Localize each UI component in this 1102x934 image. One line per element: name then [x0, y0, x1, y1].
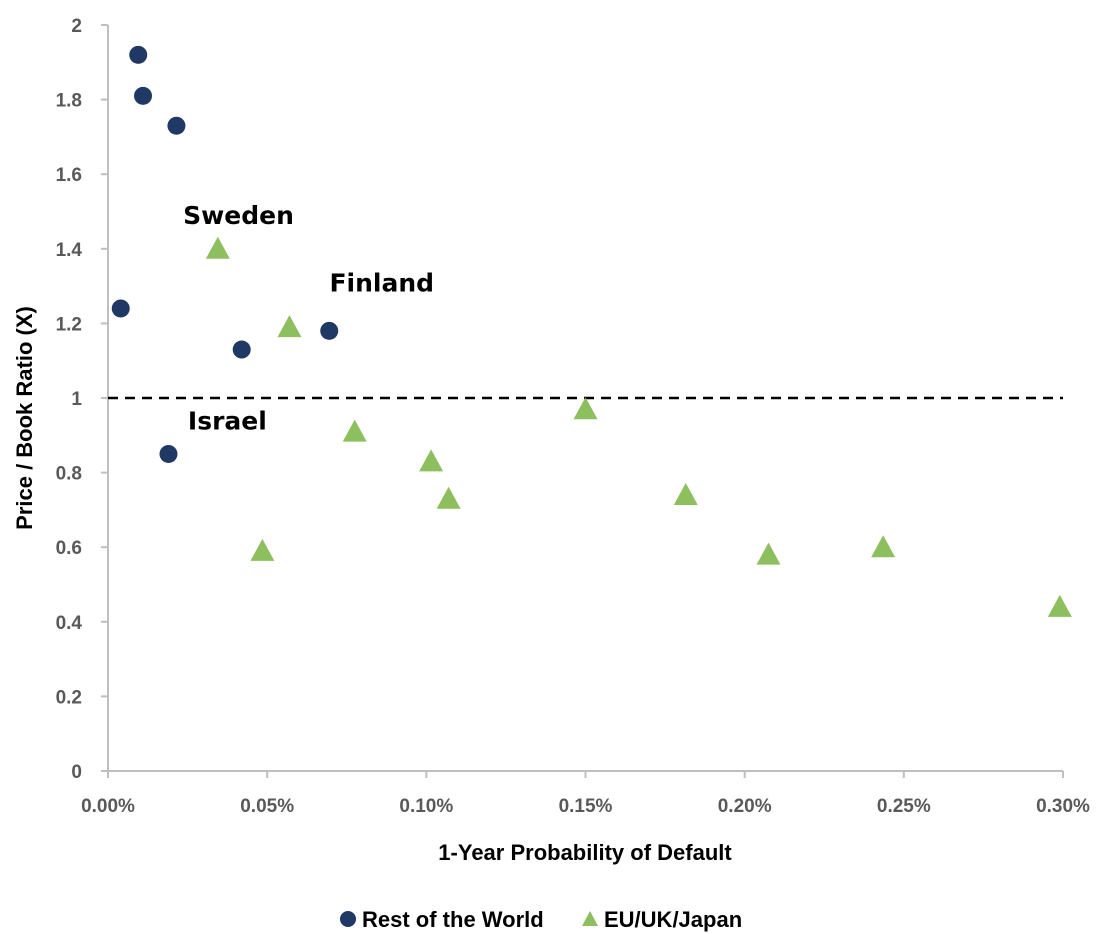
legend-marker-eu-uk-japan [582, 911, 598, 926]
data-point-triangle [205, 236, 230, 259]
data-point-triangle [419, 449, 444, 472]
data-point-triangle [277, 315, 302, 338]
data-point-circle [320, 321, 339, 340]
data-points [111, 45, 1072, 617]
y-tick-label: 1.8 [56, 91, 82, 112]
y-tick-label: 0.8 [56, 464, 82, 485]
data-point-circle [159, 444, 178, 463]
y-tick-label: 2 [71, 16, 82, 37]
x-axis-title: 1-Year Probability of Default [438, 840, 732, 865]
y-axis-title: Price / Book Ratio (X) [12, 306, 37, 530]
y-tick-label: 0.2 [56, 687, 82, 708]
data-point-triangle [250, 538, 275, 561]
y-tick-label: 1 [71, 389, 82, 410]
y-tick-label: 0 [71, 762, 82, 783]
x-tick-label: 0.15% [559, 796, 613, 817]
legend: Rest of the World EU/UK/Japan [340, 907, 742, 932]
data-point-triangle [573, 397, 598, 420]
x-tick-label: 0.10% [399, 796, 453, 817]
x-tick-label: 0.00% [81, 796, 135, 817]
annotation-label: Finland [329, 268, 434, 297]
data-point-triangle [756, 542, 781, 565]
data-point-triangle [436, 486, 461, 509]
annotation-label: Israel [188, 406, 267, 435]
data-point-circle [167, 116, 186, 135]
y-tick-label: 1.4 [56, 240, 83, 261]
y-tick-label: 1.2 [56, 314, 82, 335]
data-point-circle [129, 45, 148, 64]
legend-label-eu-uk-japan: EU/UK/Japan [604, 907, 742, 932]
annotations: Sweden Finland Israel [183, 201, 434, 435]
data-point-triangle [673, 482, 698, 505]
data-point-circle [111, 299, 130, 318]
data-point-triangle [871, 535, 896, 558]
x-tick-label: 0.30% [1036, 796, 1090, 817]
x-tick-label: 0.25% [877, 796, 931, 817]
y-tick-label: 1.6 [56, 165, 82, 186]
data-point-circle [232, 340, 251, 359]
data-point-triangle [1047, 594, 1072, 617]
y-tick-label: 0.6 [56, 538, 82, 559]
axes: 0 0.2 0.4 0.6 0.8 1 1.2 1.4 1.6 1.8 2 0.00% 0.05% 0.1… [56, 16, 1090, 817]
data-point-triangle [342, 419, 367, 442]
x-tick-label: 0.05% [240, 796, 294, 817]
x-tick-label: 0.20% [718, 796, 772, 817]
annotation-label: Sweden [183, 201, 294, 230]
data-point-circle [134, 86, 153, 105]
y-tick-label: 0.4 [56, 613, 83, 634]
legend-marker-rest-of-world [340, 911, 356, 927]
legend-label-rest-of-world: Rest of the World [362, 907, 544, 932]
